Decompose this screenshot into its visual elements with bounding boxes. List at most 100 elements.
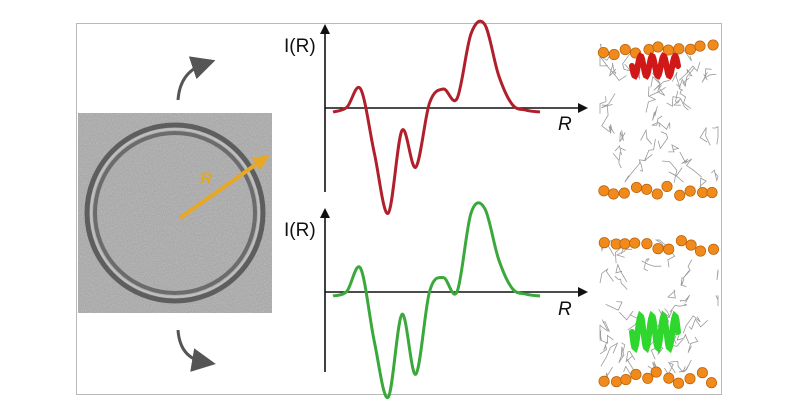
lipid-head [696, 367, 708, 379]
lipid-tail [699, 127, 711, 146]
vesicle-membrane-inner [93, 131, 257, 295]
lipid-tail [609, 62, 617, 77]
lipid-tail [680, 277, 687, 288]
lipid-head [663, 243, 675, 255]
lipid-head [675, 235, 687, 247]
lipid-tail [678, 78, 687, 91]
lipid-head [618, 187, 630, 199]
lipid-tail [684, 158, 702, 178]
lipid-tail [711, 169, 719, 183]
lipid-tail [641, 260, 662, 267]
lipid-head [694, 40, 706, 52]
radius-label: R [200, 169, 213, 188]
protein-helix [629, 52, 681, 80]
top-xlabel: R [558, 114, 572, 135]
lipid-tail [664, 361, 676, 376]
lipid-tail [619, 310, 637, 321]
top-curve [332, 19, 541, 215]
lipid-tail [657, 121, 671, 130]
lipid-tail [625, 350, 636, 363]
lipid-head [684, 373, 696, 385]
top-plot: I(R) R [284, 19, 588, 215]
lipid-tail [672, 98, 689, 111]
lipid-head [706, 187, 718, 199]
lipid-tail [668, 167, 684, 183]
lipid-tail [614, 145, 626, 156]
lipid-tail [601, 93, 616, 109]
lipid-head [607, 188, 620, 200]
vesicle-micrograph: R [78, 113, 272, 313]
lipid-tail [712, 125, 719, 145]
lipid-head [641, 238, 653, 250]
lipid-head [652, 243, 664, 255]
lipid-tail [715, 295, 719, 306]
lipid-head [608, 49, 620, 61]
bottom-curve [332, 201, 541, 399]
lipid-tail [618, 346, 625, 364]
lipid-tail [601, 103, 613, 133]
lipid-head [661, 180, 673, 192]
bottom-membrane-snapshot [598, 232, 720, 394]
lipid-tail [599, 333, 614, 344]
lipid-head [598, 237, 610, 249]
lipid-tail [657, 131, 669, 150]
lipid-tail [651, 115, 663, 126]
lipid-head [707, 243, 720, 255]
lipid-tail [652, 106, 658, 121]
lipid-head [642, 372, 654, 384]
lipid-tail [653, 79, 670, 91]
lipid-tail [612, 152, 622, 169]
lipid-tail [599, 43, 602, 54]
lipid-tail [599, 96, 607, 114]
lipid-tail [615, 248, 632, 258]
lipid-tail [614, 275, 628, 290]
lipid-tail [620, 342, 626, 357]
protein-helix [629, 310, 681, 354]
lipid-tail [676, 333, 690, 344]
lipid-tail [687, 336, 699, 353]
lipid-head [629, 237, 641, 249]
lipid-head [610, 376, 623, 388]
lipid-head [707, 39, 719, 51]
lipid-tail [678, 61, 701, 81]
lipid-head [598, 185, 610, 197]
lipid-tail [678, 359, 692, 373]
lipid-tail [701, 72, 717, 83]
lipid-tail [668, 144, 680, 153]
lipid-tail [666, 96, 681, 107]
lipid-tail [619, 129, 626, 143]
lipid-tail [640, 128, 653, 145]
vesicle-membrane-outer [84, 122, 266, 304]
lipid-head [651, 188, 663, 200]
lipid-tail [671, 71, 681, 89]
lipid-head [630, 368, 642, 380]
bottom-xlabel: R [558, 299, 572, 320]
lipid-tail [657, 84, 666, 96]
lipid-head [674, 189, 686, 201]
lipid-tail [645, 86, 657, 113]
bottom-plot: I(R) R [284, 201, 588, 399]
lipid-tail [703, 68, 712, 81]
lipid-tail [612, 71, 627, 82]
lipid-head [598, 375, 610, 387]
lipid-tail [608, 124, 615, 134]
lipid-tail [622, 54, 632, 72]
radius-arrow [178, 161, 260, 220]
lipid-head [697, 186, 709, 199]
lipid-tail [638, 159, 646, 172]
lipid-head [685, 239, 697, 251]
lipid-tail [683, 315, 701, 334]
lipid-head [650, 366, 662, 378]
lipid-tail [675, 90, 681, 104]
lipid-head [684, 43, 697, 55]
lipid-head [652, 41, 664, 53]
lipid-head [684, 185, 696, 197]
bottom-ylabel: I(R) [284, 220, 316, 241]
lipid-tail [599, 324, 608, 341]
lipid-head [630, 181, 643, 193]
lipid-tail [679, 89, 692, 109]
lipid-tail [644, 138, 656, 162]
lipid-head [705, 377, 718, 389]
lipid-tail [605, 301, 623, 311]
